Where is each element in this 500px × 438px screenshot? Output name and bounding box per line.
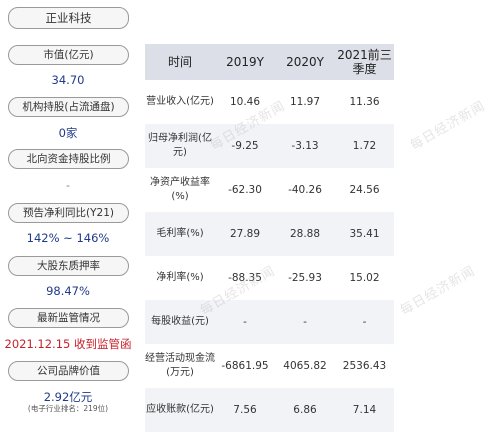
- header-2020: 2020Y: [286, 55, 324, 69]
- cell-value: -: [243, 316, 247, 328]
- table-row: 应收账款(亿元) 7.56 6.86 7.14: [145, 388, 394, 432]
- cell-value: 11.36: [349, 96, 380, 108]
- market-cap-value: 34.70: [51, 73, 85, 87]
- pledge-ratio-label: 大股东质押率: [8, 256, 129, 276]
- row-label: 营业收入(亿元): [146, 96, 214, 107]
- brand-value-label: 公司品牌价值: [8, 361, 129, 381]
- northbound-holding-value: -: [65, 178, 71, 192]
- watermark: 每日经济新闻: [407, 98, 489, 154]
- profit-forecast-value: 142% ~ 146%: [26, 231, 110, 245]
- company-name: 正业科技: [8, 7, 129, 29]
- regulatory-status-label: 最新监管情况: [8, 308, 129, 328]
- cell-value: -9.25: [231, 140, 259, 152]
- market-cap-label: 市值(亿元): [8, 45, 129, 65]
- cell-value: 11.97: [289, 96, 321, 108]
- watermark: 每日经济新闻: [397, 263, 479, 319]
- row-label: 毛利率(%): [156, 228, 204, 239]
- table-row: 净利率(%) -88.35 -25.93 15.02: [145, 256, 394, 300]
- cell-value: -25.93: [288, 272, 322, 284]
- cell-value: 1.72: [352, 140, 377, 152]
- cell-value: 10.46: [229, 96, 261, 108]
- header-2021q3: 2021前三季度: [337, 48, 392, 76]
- cell-value: -6861.95: [221, 360, 269, 372]
- brand-value-value: 2.92亿元: [43, 390, 93, 404]
- row-label: 净资产收益率(%): [150, 177, 210, 202]
- table-row: 每股收益(元) - - -: [145, 300, 394, 344]
- cell-value: 2536.43: [342, 360, 387, 372]
- profit-forecast-label: 预告净利同比(Y21): [8, 203, 129, 223]
- cell-value: 4065.82: [283, 360, 327, 372]
- table-header: 时间 2019Y 2020Y 2021前三季度: [145, 44, 394, 80]
- cell-value: 7.14: [352, 404, 377, 416]
- institution-holding-label: 机构持股(占流通盘): [8, 97, 129, 117]
- row-label: 经营活动现金流(万元): [145, 353, 215, 378]
- brand-rank-note: (电子行业排名：219位): [27, 404, 109, 413]
- cell-value: 28.88: [289, 228, 321, 240]
- cell-value: 35.41: [349, 228, 380, 240]
- pledge-ratio-value: 98.47%: [46, 284, 90, 298]
- row-label: 净利率(%): [156, 272, 204, 283]
- northbound-holding-label: 北向资金持股比例: [8, 149, 129, 169]
- header-period: 时间: [167, 55, 192, 69]
- row-label: 每股收益(元): [151, 316, 209, 327]
- institution-holding-value: 0家: [58, 126, 78, 140]
- cell-value: 27.89: [229, 228, 261, 240]
- cell-value: -88.35: [228, 272, 262, 284]
- cell-value: 7.56: [233, 404, 257, 416]
- table-row: 毛利率(%) 27.89 28.88 35.41: [145, 212, 394, 256]
- cell-value: -62.30: [228, 184, 262, 196]
- row-label: 应收账款(亿元): [146, 404, 214, 415]
- company-info-panel: 正业科技 市值(亿元) 34.70 机构持股(占流通盘) 0家 北向资金持股比例…: [0, 0, 136, 438]
- regulatory-status-value: 2021.12.15 收到监管函: [4, 337, 132, 351]
- row-label: 归母净利润(亿元): [148, 133, 212, 158]
- table-row: 归母净利润(亿元) -9.25 -3.13 1.72: [145, 124, 394, 168]
- cell-value: -3.13: [291, 140, 319, 152]
- header-2019: 2019Y: [226, 55, 264, 69]
- cell-value: -: [303, 316, 307, 328]
- table-row: 营业收入(亿元) 10.46 11.97 11.36: [145, 80, 394, 124]
- cell-value: 6.86: [293, 404, 317, 416]
- cell-value: 24.56: [349, 184, 380, 196]
- cell-value: -40.26: [288, 184, 322, 196]
- cell-value: -: [362, 316, 367, 328]
- table-row: 经营活动现金流(万元) -6861.95 4065.82 2536.43: [145, 344, 394, 388]
- cell-value: 15.02: [349, 272, 380, 284]
- table-row: 净资产收益率(%) -62.30 -40.26 24.56: [145, 168, 394, 212]
